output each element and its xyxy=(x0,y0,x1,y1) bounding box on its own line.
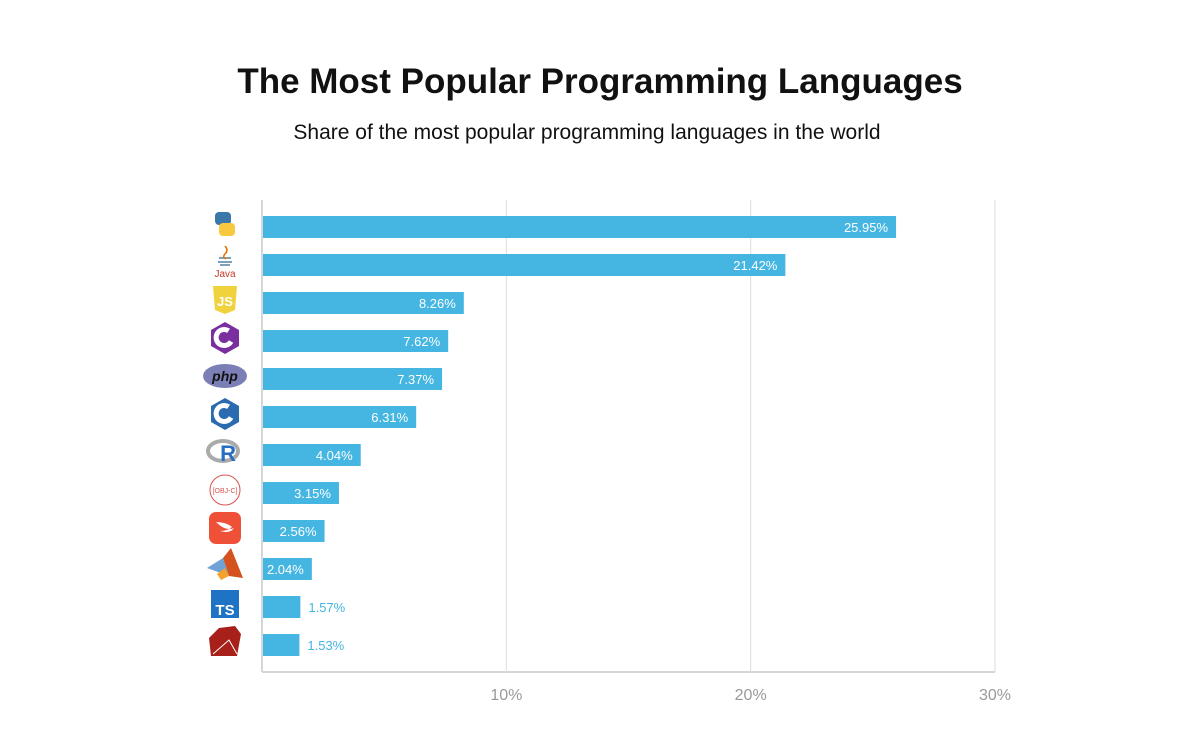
data-label: 3.15% xyxy=(294,486,331,501)
data-label: 7.37% xyxy=(397,372,434,387)
typescript-icon-part: TS xyxy=(215,602,234,619)
x-tick-label: 20% xyxy=(735,687,767,704)
bar-javascript xyxy=(263,292,464,314)
python-icon-part xyxy=(219,223,235,236)
bar-swift xyxy=(263,520,325,542)
data-label: 8.26% xyxy=(419,296,456,311)
php-icon-part: php xyxy=(211,368,238,384)
data-label: 1.53% xyxy=(307,638,344,653)
chart-subtitle: Share of the most popular programming la… xyxy=(293,121,881,144)
bar-objective-c xyxy=(263,482,339,504)
x-tick-label: 30% xyxy=(979,687,1011,704)
bar-php xyxy=(263,368,443,390)
x-tick-label: 10% xyxy=(490,687,522,704)
swift-icon xyxy=(209,512,241,544)
objective-c-icon: [OBJ-C] xyxy=(209,474,241,506)
java-icon-part: Java xyxy=(214,269,236,280)
chart-title: The Most Popular Programming Languages xyxy=(237,62,963,101)
data-label: 2.56% xyxy=(280,524,317,539)
php-icon-part xyxy=(203,364,247,388)
r-icon-part: R xyxy=(220,441,236,466)
data-label: 4.04% xyxy=(316,448,353,463)
bar-c- xyxy=(263,330,449,352)
javascript-icon-part xyxy=(213,286,237,314)
bar-ruby xyxy=(263,634,300,656)
csharp-icon xyxy=(211,322,239,354)
bar-python xyxy=(263,216,897,238)
python-icon-part xyxy=(215,212,231,225)
java-icon: Java xyxy=(214,245,236,280)
matlab-icon xyxy=(207,548,243,580)
bar-java xyxy=(263,254,786,276)
javascript-icon: JS xyxy=(213,286,237,314)
swift-icon-part xyxy=(216,522,234,532)
data-label: 7.62% xyxy=(403,334,440,349)
cpp-icon xyxy=(211,398,239,430)
bar-typescript xyxy=(263,596,301,618)
data-label: 1.57% xyxy=(308,600,345,615)
objective-c-icon-part: [OBJ-C] xyxy=(213,488,238,495)
data-label: 21.42% xyxy=(733,258,778,273)
typescript-icon: TS xyxy=(211,590,239,619)
bar-r xyxy=(263,444,361,466)
matlab-icon-part xyxy=(217,568,229,580)
java-icon-part xyxy=(222,245,228,260)
matlab-icon-part xyxy=(223,548,243,578)
bar-matlab xyxy=(263,558,312,580)
python-icon xyxy=(215,212,235,236)
ruby-icon-part xyxy=(209,626,241,656)
javascript-icon-part: JS xyxy=(217,294,233,309)
objective-c-icon-part xyxy=(209,474,241,506)
php-icon: php xyxy=(203,364,247,388)
bar-c- xyxy=(263,406,417,428)
ruby-icon xyxy=(209,626,241,656)
r-icon-part xyxy=(206,439,240,463)
typescript-icon-part xyxy=(211,590,239,618)
data-label: 6.31% xyxy=(371,410,408,425)
data-label: 2.04% xyxy=(267,562,304,577)
r-icon: R xyxy=(206,439,240,466)
ruby-icon-part xyxy=(212,639,238,655)
data-label: 25.95% xyxy=(844,220,889,235)
